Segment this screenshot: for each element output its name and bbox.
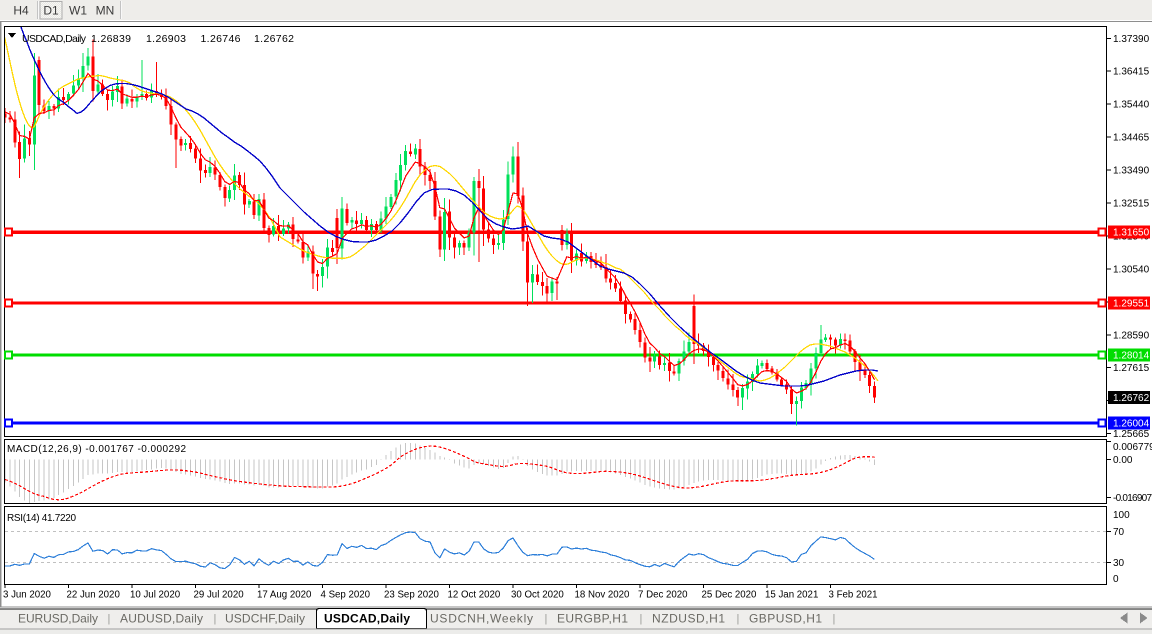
svg-text:1.27615: 1.27615 [1113, 363, 1150, 374]
svg-text:|: | [640, 613, 643, 625]
svg-text:1.26762: 1.26762 [254, 33, 294, 45]
svg-text:AUDUSD,Daily: AUDUSD,Daily [120, 612, 203, 626]
svg-text:|: | [545, 613, 548, 625]
svg-text:1.26746: 1.26746 [201, 33, 241, 45]
svg-text:1.34465: 1.34465 [1113, 133, 1150, 144]
svg-text:22 Jun 2020: 22 Jun 2020 [67, 590, 121, 601]
svg-text:GBPUSD,H1: GBPUSD,H1 [749, 612, 822, 626]
svg-text:1.32515: 1.32515 [1113, 199, 1150, 210]
svg-text:18 Nov 2020: 18 Nov 2020 [575, 590, 631, 601]
svg-text:1.28014: 1.28014 [1113, 351, 1150, 362]
svg-text:|: | [737, 613, 740, 625]
svg-text:H4: H4 [13, 4, 29, 18]
svg-text:3 Jun 2020: 3 Jun 2020 [3, 590, 52, 601]
svg-text:MACD(12,26,9) -0.001767 -0.000: MACD(12,26,9) -0.001767 -0.000292 [7, 444, 186, 455]
svg-text:70: 70 [1113, 527, 1125, 538]
svg-text:EURUSD,Daily: EURUSD,Daily [18, 612, 98, 626]
svg-text:12 Oct 2020: 12 Oct 2020 [448, 590, 501, 601]
svg-text:1.31650: 1.31650 [1113, 228, 1150, 239]
svg-text:10 Jul 2020: 10 Jul 2020 [130, 590, 181, 601]
svg-text:3 Feb 2021: 3 Feb 2021 [829, 590, 878, 601]
svg-text:100: 100 [1113, 510, 1130, 521]
svg-text:1.36415: 1.36415 [1113, 67, 1150, 78]
svg-text:1.33490: 1.33490 [1113, 166, 1150, 177]
svg-text:|: | [214, 613, 217, 625]
svg-text:USDCAD,Daily: USDCAD,Daily [22, 33, 87, 45]
svg-text:4 Sep 2020: 4 Sep 2020 [321, 590, 371, 601]
svg-text:RSI(14) 41.7220: RSI(14) 41.7220 [7, 513, 76, 524]
svg-text:EURGBP,H1: EURGBP,H1 [557, 612, 628, 626]
svg-text:1.26903: 1.26903 [146, 33, 186, 45]
svg-text:1.37390: 1.37390 [1113, 34, 1150, 45]
svg-text:23 Sep 2020: 23 Sep 2020 [384, 590, 440, 601]
svg-text:1.30540: 1.30540 [1113, 264, 1150, 275]
svg-text:W1: W1 [69, 4, 87, 18]
svg-text:25 Dec 2020: 25 Dec 2020 [702, 590, 758, 601]
svg-text:0.00: 0.00 [1113, 455, 1133, 466]
svg-text:|: | [833, 613, 836, 625]
svg-text:0.006779: 0.006779 [1113, 442, 1152, 453]
svg-text:-0.016907: -0.016907 [1113, 493, 1152, 504]
svg-text:30: 30 [1113, 558, 1125, 569]
svg-text:1.26839: 1.26839 [91, 33, 131, 45]
svg-text:1.25665: 1.25665 [1113, 429, 1150, 440]
svg-text:|: | [108, 613, 111, 625]
svg-text:NZDUSD,H1: NZDUSD,H1 [652, 612, 725, 626]
svg-text:1.26004: 1.26004 [1113, 418, 1150, 429]
svg-text:USDCNH,Weekly: USDCNH,Weekly [430, 612, 533, 626]
svg-text:USDCAD,Daily: USDCAD,Daily [324, 612, 410, 626]
svg-text:1.35440: 1.35440 [1113, 100, 1150, 111]
svg-text:30 Oct 2020: 30 Oct 2020 [511, 590, 564, 601]
svg-text:0: 0 [1113, 574, 1119, 585]
svg-text:1.28590: 1.28590 [1113, 330, 1150, 341]
svg-text:17 Aug 2020: 17 Aug 2020 [257, 590, 312, 601]
svg-text:15 Jan 2021: 15 Jan 2021 [765, 590, 818, 601]
svg-text:USDCHF,Daily: USDCHF,Daily [225, 612, 305, 626]
svg-text:7 Dec 2020: 7 Dec 2020 [638, 590, 688, 601]
svg-text:MN: MN [96, 4, 115, 18]
svg-text:1.29551: 1.29551 [1113, 299, 1150, 310]
svg-text:D1: D1 [43, 4, 59, 18]
svg-text:1.26762: 1.26762 [1113, 393, 1150, 404]
svg-text:29 Jul 2020: 29 Jul 2020 [194, 590, 245, 601]
